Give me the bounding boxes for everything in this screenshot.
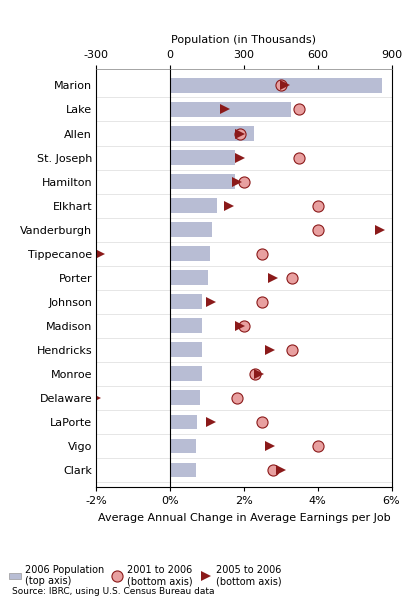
Bar [170,343,202,357]
Bar [170,270,208,285]
Legend: 2006 Population
(top axis), 2001 to 2006
(bottom axis), 2005 to 2006
(bottom axi: 2006 Population (top axis), 2001 to 2006… [9,565,281,586]
Bar [170,102,290,116]
Bar [170,127,253,141]
Bar [170,150,235,165]
Bar [170,174,235,189]
X-axis label: Population (in Thousands): Population (in Thousands) [171,35,316,45]
Bar [170,390,199,405]
Bar [170,414,197,429]
Bar [170,198,216,213]
Bar [170,78,381,93]
X-axis label: Average Annual Change in Average Earnings per Job: Average Annual Change in Average Earning… [97,513,389,522]
Bar [170,247,209,261]
Bar [170,222,211,237]
Bar [170,463,196,477]
Bar [170,367,202,381]
Bar [170,439,196,453]
Bar [170,294,202,309]
Text: Source: IBRC, using U.S. Census Bureau data: Source: IBRC, using U.S. Census Bureau d… [12,587,214,596]
Bar [170,318,202,333]
